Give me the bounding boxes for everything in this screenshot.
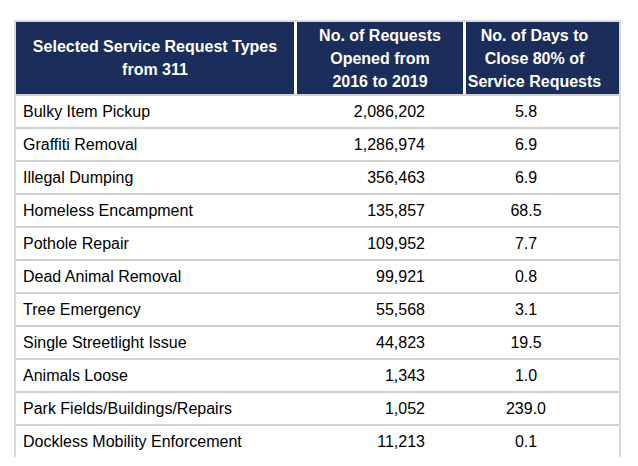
table-row: Single Streetlight Issue 44,823 19.5 [16, 325, 619, 358]
cell-days-to-close: 0.1 [463, 424, 619, 457]
table-row: Graffiti Removal 1,286,974 6.9 [16, 127, 619, 160]
cell-request-count: 55,568 [294, 292, 463, 325]
header-cell-days-to-close: No. of Days to Close 80% of Service Requ… [463, 22, 619, 94]
cell-request-count: 109,952 [294, 226, 463, 259]
cell-request-type: Park Fields/Buildings/Repairs [16, 391, 294, 424]
cell-request-count: 1,286,974 [294, 127, 463, 160]
table-row: Park Fields/Buildings/Repairs 1,052 239.… [16, 391, 619, 424]
cell-request-type: Homeless Encampment [16, 193, 294, 226]
header-cell-requests-opened: No. of Requests Opened from 2016 to 2019 [294, 22, 463, 94]
cell-request-count: 2,086,202 [294, 94, 463, 127]
header-cell-service-request-types: Selected Service Request Types from 311 [16, 22, 294, 94]
cell-request-type: Single Streetlight Issue [16, 325, 294, 358]
cell-request-count: 1,343 [294, 358, 463, 391]
cell-days-to-close: 6.9 [463, 160, 619, 193]
cell-days-to-close: 0.8 [463, 259, 619, 292]
table-header: Selected Service Request Types from 311 … [16, 22, 619, 94]
cell-request-type: Graffiti Removal [16, 127, 294, 160]
header-row: Selected Service Request Types from 311 … [16, 22, 619, 94]
table-body: Bulky Item Pickup 2,086,202 5.8 Graffiti… [16, 94, 619, 457]
table-row: Dockless Mobility Enforcement 11,213 0.1 [16, 424, 619, 457]
cell-days-to-close: 6.9 [463, 127, 619, 160]
service-request-table: Selected Service Request Types from 311 … [14, 20, 621, 457]
cell-request-type: Pothole Repair [16, 226, 294, 259]
cell-request-type: Illegal Dumping [16, 160, 294, 193]
table-row: Homeless Encampment 135,857 68.5 [16, 193, 619, 226]
cell-days-to-close: 68.5 [463, 193, 619, 226]
table-row: Dead Animal Removal 99,921 0.8 [16, 259, 619, 292]
cell-request-count: 1,052 [294, 391, 463, 424]
cell-request-type: Dead Animal Removal [16, 259, 294, 292]
cell-request-count: 99,921 [294, 259, 463, 292]
table-row: Bulky Item Pickup 2,086,202 5.8 [16, 94, 619, 127]
table-figure: Selected Service Request Types from 311 … [0, 0, 638, 466]
table-row: Tree Emergency 55,568 3.1 [16, 292, 619, 325]
table-row: Pothole Repair 109,952 7.7 [16, 226, 619, 259]
cell-request-count: 356,463 [294, 160, 463, 193]
table-row: Illegal Dumping 356,463 6.9 [16, 160, 619, 193]
cell-request-type: Dockless Mobility Enforcement [16, 424, 294, 457]
cell-request-count: 44,823 [294, 325, 463, 358]
cell-days-to-close: 5.8 [463, 94, 619, 127]
cell-request-type: Animals Loose [16, 358, 294, 391]
cell-days-to-close: 239.0 [463, 391, 619, 424]
cell-days-to-close: 19.5 [463, 325, 619, 358]
cell-request-type: Bulky Item Pickup [16, 94, 294, 127]
cell-days-to-close: 1.0 [463, 358, 619, 391]
cell-request-count: 135,857 [294, 193, 463, 226]
table-row: Animals Loose 1,343 1.0 [16, 358, 619, 391]
cell-request-type: Tree Emergency [16, 292, 294, 325]
cell-request-count: 11,213 [294, 424, 463, 457]
cell-days-to-close: 3.1 [463, 292, 619, 325]
cell-days-to-close: 7.7 [463, 226, 619, 259]
